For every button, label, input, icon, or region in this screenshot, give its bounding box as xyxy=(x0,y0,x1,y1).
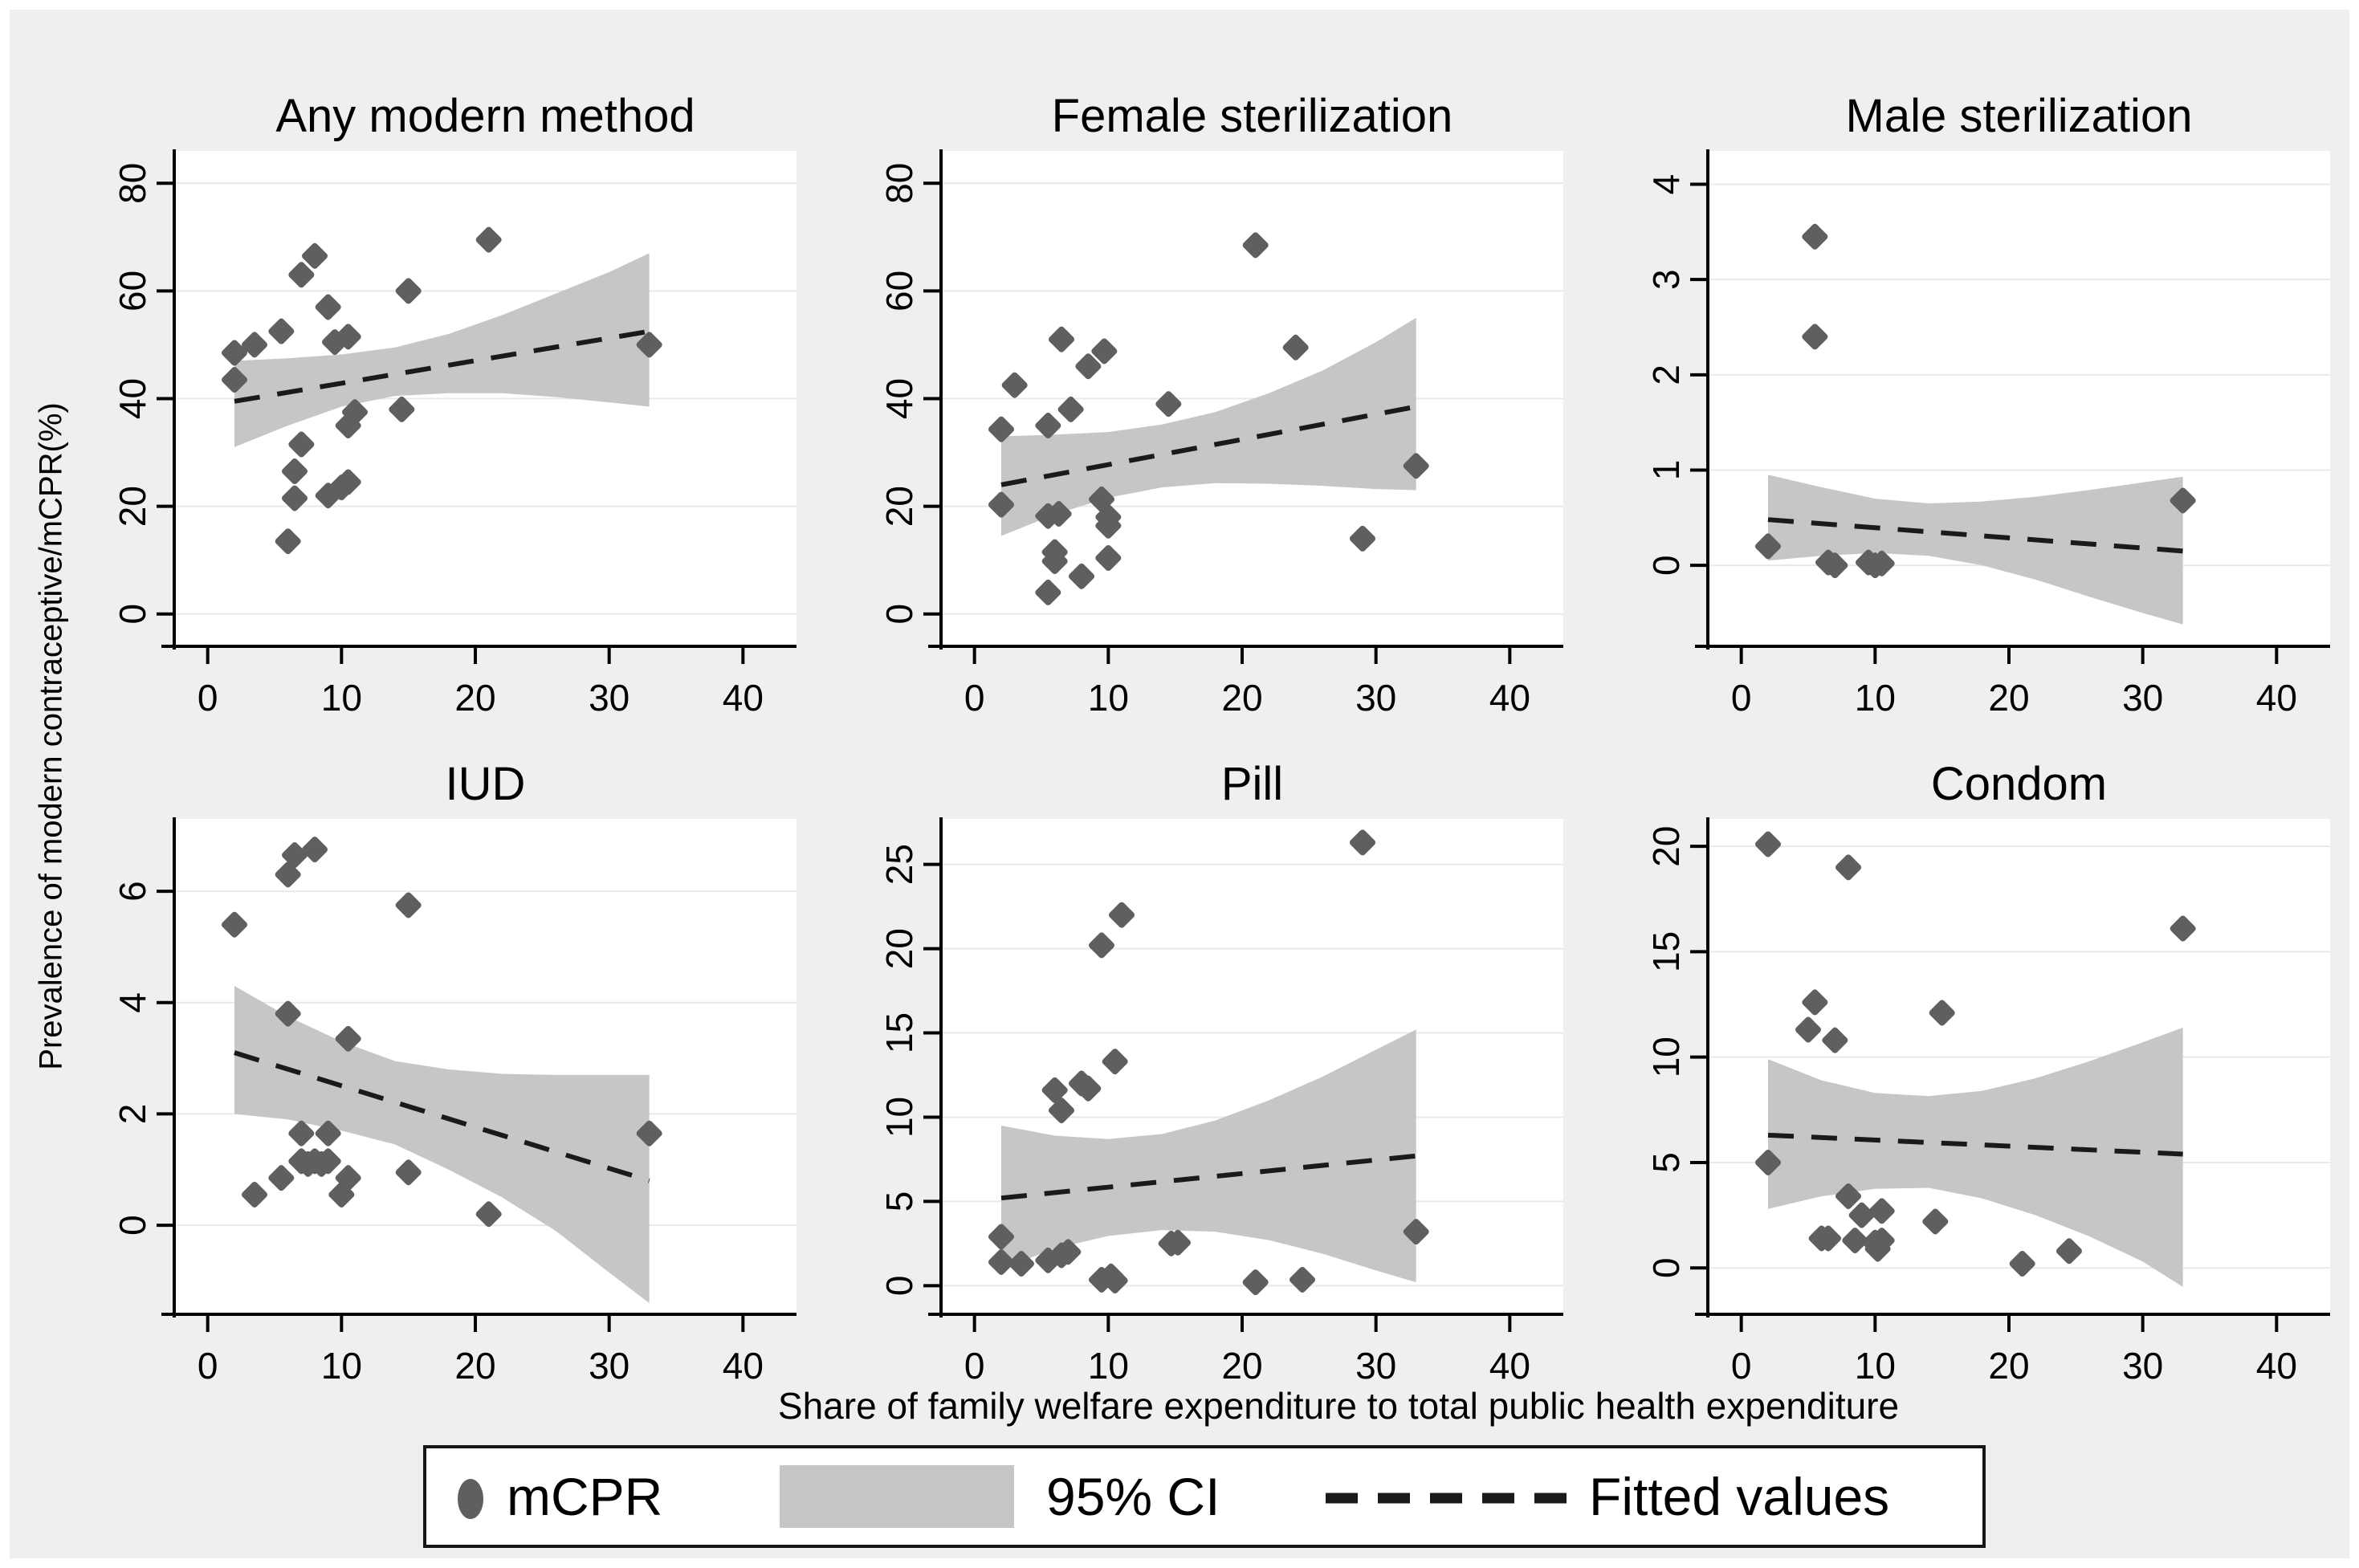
svg-text:40: 40 xyxy=(2256,677,2297,715)
svg-text:20: 20 xyxy=(1221,1345,1262,1383)
svg-text:0: 0 xyxy=(112,604,153,625)
panel-title-iud: IUD xyxy=(445,758,526,810)
svg-text:0: 0 xyxy=(198,677,218,715)
svg-text:1: 1 xyxy=(1645,460,1687,481)
svg-text:30: 30 xyxy=(589,1345,629,1383)
svg-text:0: 0 xyxy=(878,1276,920,1297)
scatter-plot-any-modern-method: 0 10 20 30 40 0 20 40 60 80 xyxy=(112,149,797,715)
panel-title-condom: Condom xyxy=(1930,758,2108,810)
svg-text:20: 20 xyxy=(1988,1345,2029,1383)
svg-text:30: 30 xyxy=(1355,677,1396,715)
svg-text:60: 60 xyxy=(112,271,153,312)
svg-text:30: 30 xyxy=(1355,1345,1396,1383)
svg-text:20: 20 xyxy=(878,928,920,969)
svg-text:3: 3 xyxy=(1645,269,1687,290)
panel-title-female-sterilization: Female sterilization xyxy=(1051,90,1453,142)
svg-text:0: 0 xyxy=(112,1215,153,1236)
svg-text:30: 30 xyxy=(589,677,629,715)
svg-text:20: 20 xyxy=(1221,677,1262,715)
svg-text:40: 40 xyxy=(2256,1345,2297,1383)
svg-text:40: 40 xyxy=(723,677,764,715)
svg-text:0: 0 xyxy=(1645,555,1687,576)
svg-text:4: 4 xyxy=(112,992,153,1013)
x-axis-label: Share of family welfare expenditure to t… xyxy=(777,1385,1900,1427)
legend-label-ci: 95% CI xyxy=(1046,1467,1220,1526)
panel-pill: Pill 0 10 20 30 40 0 5 10 15 20 25 xyxy=(837,756,1583,1383)
scatter-plot-pill: 0 10 20 30 40 0 5 10 15 20 25 xyxy=(878,817,1563,1383)
svg-text:5: 5 xyxy=(1645,1152,1687,1173)
svg-text:10: 10 xyxy=(1088,677,1129,715)
svg-text:40: 40 xyxy=(878,378,920,419)
panel-title-any-modern-method: Any modern method xyxy=(275,90,695,142)
svg-text:10: 10 xyxy=(321,677,362,715)
svg-text:10: 10 xyxy=(878,1097,920,1138)
svg-text:0: 0 xyxy=(1731,677,1752,715)
svg-text:5: 5 xyxy=(878,1191,920,1212)
svg-text:0: 0 xyxy=(964,1345,985,1383)
svg-text:40: 40 xyxy=(112,378,153,419)
svg-text:40: 40 xyxy=(1489,677,1530,715)
figure-canvas: Prevalence of modern contraceptive/mCPR(… xyxy=(10,10,2349,1558)
svg-text:10: 10 xyxy=(321,1345,362,1383)
svg-text:25: 25 xyxy=(878,844,920,885)
svg-text:0: 0 xyxy=(1731,1345,1752,1383)
svg-text:4: 4 xyxy=(1645,174,1687,195)
svg-text:10: 10 xyxy=(1645,1037,1687,1077)
panel-title-male-sterilization: Male sterilization xyxy=(1845,90,2193,142)
svg-text:30: 30 xyxy=(2122,1345,2163,1383)
svg-text:20: 20 xyxy=(454,677,495,715)
svg-text:20: 20 xyxy=(1645,826,1687,867)
svg-text:0: 0 xyxy=(964,677,985,715)
panel-iud: IUD 0 10 20 30 40 0 2 4 6 xyxy=(70,756,817,1383)
mcpr-marker-icon xyxy=(458,1479,483,1519)
svg-text:80: 80 xyxy=(112,163,153,204)
legend-label-fitted: Fitted values xyxy=(1589,1467,1890,1526)
svg-text:10: 10 xyxy=(1855,1345,1896,1383)
scatter-plot-condom: 0 10 20 30 40 0 5 10 15 20 xyxy=(1645,817,2330,1383)
y-axis-label: Prevalence of modern contraceptive/mCPR(… xyxy=(33,402,69,1070)
svg-text:10: 10 xyxy=(1855,677,1896,715)
panel-condom: Condom 0 10 20 30 40 0 5 10 15 20 xyxy=(1603,756,2350,1383)
panel-male-sterilization: Male sterilization 0 10 20 30 40 0 1 2 3 4 xyxy=(1603,88,2350,715)
scatter-plot-male-sterilization: 0 10 20 30 40 0 1 2 3 4 xyxy=(1645,149,2330,715)
svg-text:20: 20 xyxy=(1988,677,2029,715)
svg-text:15: 15 xyxy=(878,1012,920,1053)
fitted-line-icon xyxy=(1326,1493,1567,1504)
scatter-plot-iud: 0 10 20 30 40 0 2 4 6 xyxy=(112,817,797,1383)
panel-any-modern-method: Any modern method 0 10 20 30 40 0 20 40 60 80 xyxy=(70,88,817,715)
svg-text:15: 15 xyxy=(1645,931,1687,972)
svg-text:20: 20 xyxy=(112,486,153,527)
svg-text:0: 0 xyxy=(878,604,920,625)
svg-text:2: 2 xyxy=(1645,365,1687,385)
legend-box: mCPR 95% CI Fitted values xyxy=(423,1445,1986,1548)
scatter-plot-female-sterilization: 0 10 20 30 40 0 20 40 60 80 xyxy=(878,149,1563,715)
svg-text:0: 0 xyxy=(1645,1257,1687,1278)
svg-text:30: 30 xyxy=(2122,677,2163,715)
svg-text:6: 6 xyxy=(112,881,153,902)
legend-label-mcpr: mCPR xyxy=(507,1467,663,1526)
panel-female-sterilization: Female sterilization 0 10 20 30 40 0 20 40 60 80 xyxy=(837,88,1583,715)
svg-text:80: 80 xyxy=(878,163,920,204)
ci-swatch-icon xyxy=(780,1465,1014,1528)
svg-text:20: 20 xyxy=(454,1345,495,1383)
panel-title-pill: Pill xyxy=(1220,758,1284,810)
svg-text:2: 2 xyxy=(112,1104,153,1125)
svg-text:0: 0 xyxy=(198,1345,218,1383)
svg-text:20: 20 xyxy=(878,486,920,527)
svg-text:10: 10 xyxy=(1088,1345,1129,1383)
svg-text:40: 40 xyxy=(723,1345,764,1383)
svg-text:60: 60 xyxy=(878,271,920,312)
svg-text:40: 40 xyxy=(1489,1345,1530,1383)
